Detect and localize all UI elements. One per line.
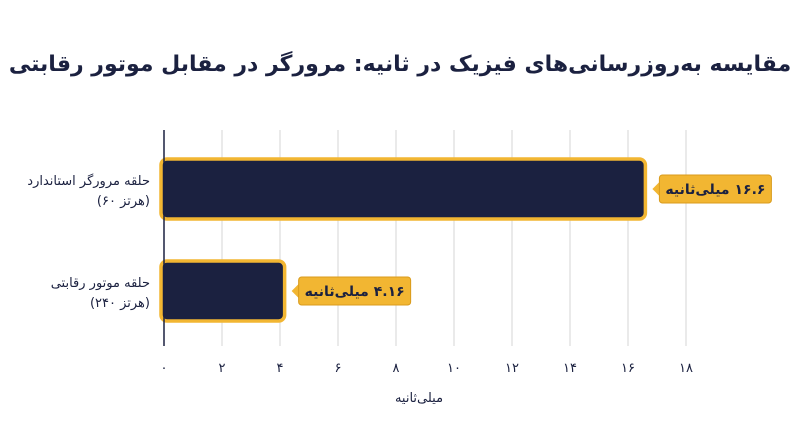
x-tick-label: ۰ [161,361,168,376]
chart-title: مقایسه به‌روزرسانی‌های فیزیک در ثانیه: م… [8,52,792,77]
x-tick-label: ۱۰ [447,361,461,376]
x-tick-label: ۶ [335,361,342,376]
bar [159,157,648,221]
x-tick-label: ۴ [277,361,284,376]
bars [159,157,648,323]
x-tick-label: ۱۸ [679,361,693,376]
data-label-pointer [652,182,660,196]
category-labels: حلقه مرورگر استاندارد (۶۰ هرتز) حلقه موتور… [27,173,150,311]
data-labels: ۱۶.۶ میلی‌ثانیه ۴.۱۶ میلی‌ثانیه [291,174,772,306]
category-sublabel: (۶۰ هرتز) [97,194,150,209]
x-tick-label: ۱۶ [621,361,635,376]
data-label-box [298,276,412,306]
category-label: حلقه مرورگر استاندارد [27,173,150,189]
x-axis-ticks: ۰ ۲ ۴ ۶ ۸ ۱۰ ۱۲ ۱۴ ۱۶ ۱۸ [161,361,693,376]
x-tick-label: ۲ [219,361,226,376]
bar [159,259,287,323]
data-label-box [658,174,772,204]
data-label: ۴.۱۶ میلی‌ثانیه [305,284,405,300]
x-tick-label: ۸ [393,361,400,376]
x-tick-label: ۱۴ [563,361,577,376]
category-label: حلقه موتور رقابتی [51,276,150,291]
data-label-pointer [291,284,299,298]
category-sublabel: (۲۴۰ هرتز) [90,296,150,311]
x-axis-title: میلی‌ثانیه [395,391,443,406]
x-tick-label: ۱۲ [505,361,519,376]
data-label: ۱۶.۶ میلی‌ثانیه [665,182,765,198]
